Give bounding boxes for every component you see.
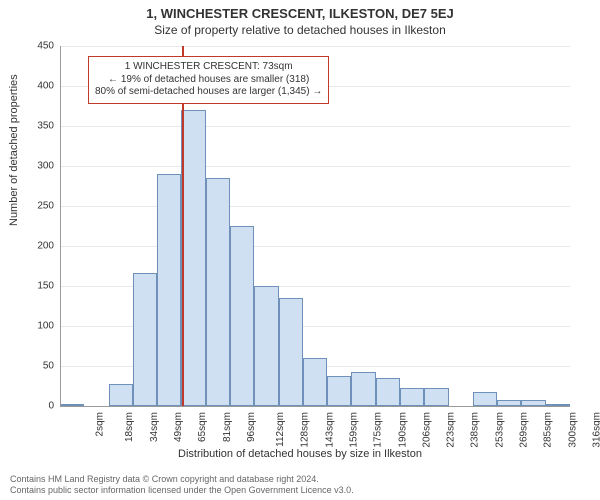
y-tick-label: 300	[14, 161, 54, 172]
grid-line	[60, 166, 570, 167]
x-tick-label: 143sqm	[324, 412, 335, 448]
x-tick-label: 206sqm	[421, 412, 432, 448]
x-tick-label: 300sqm	[567, 412, 578, 448]
x-tick-label: 2sqm	[95, 412, 106, 436]
y-tick-label: 150	[14, 281, 54, 292]
annotation-box: 1 WINCHESTER CRESCENT: 73sqm← 19% of det…	[88, 56, 329, 104]
histogram-bar	[133, 273, 157, 406]
histogram-bar	[181, 110, 205, 406]
x-tick-label: 223sqm	[446, 412, 457, 448]
annotation-line: 80% of semi-detached houses are larger (…	[95, 86, 322, 99]
histogram-bar	[206, 178, 230, 406]
x-tick-label: 269sqm	[519, 412, 530, 448]
x-tick-label: 128sqm	[300, 412, 311, 448]
x-tick-label: 238sqm	[470, 412, 481, 448]
y-tick-label: 350	[14, 121, 54, 132]
y-tick-label: 400	[14, 81, 54, 92]
histogram-bar	[327, 376, 351, 406]
x-tick-label: 190sqm	[397, 412, 408, 448]
x-tick-label: 34sqm	[149, 412, 160, 442]
histogram-bar	[473, 392, 497, 406]
grid-line	[60, 246, 570, 247]
x-tick-label: 96sqm	[246, 412, 257, 442]
x-tick-label: 159sqm	[349, 412, 360, 448]
page-subtitle: Size of property relative to detached ho…	[0, 21, 600, 37]
y-tick-label: 450	[14, 41, 54, 52]
footer-line-1: Contains HM Land Registry data © Crown c…	[10, 474, 354, 485]
histogram-bar	[351, 372, 375, 406]
histogram-bar	[109, 384, 133, 406]
histogram-bar	[230, 226, 254, 406]
x-tick-label: 81sqm	[222, 412, 233, 442]
chart-container: 1, WINCHESTER CRESCENT, ILKESTON, DE7 5E…	[0, 0, 600, 500]
x-axis-line	[60, 406, 570, 407]
grid-line	[60, 206, 570, 207]
x-tick-label: 112sqm	[275, 412, 286, 447]
x-tick-label: 316sqm	[591, 412, 600, 448]
histogram-bar	[424, 388, 448, 406]
x-tick-label: 175sqm	[373, 412, 384, 448]
plot-area: 0501001502002503003504004502sqm18sqm34sq…	[60, 46, 570, 406]
histogram-bar	[400, 388, 424, 406]
annotation-line: 1 WINCHESTER CRESCENT: 73sqm	[95, 61, 322, 74]
grid-line	[60, 126, 570, 127]
y-tick-label: 100	[14, 321, 54, 332]
histogram-bar	[376, 378, 400, 406]
y-tick-label: 250	[14, 201, 54, 212]
annotation-line: ← 19% of detached houses are smaller (31…	[95, 74, 322, 87]
y-tick-label: 200	[14, 241, 54, 252]
x-tick-label: 18sqm	[124, 412, 135, 442]
x-tick-label: 49sqm	[173, 412, 184, 442]
histogram-bar	[157, 174, 181, 406]
y-tick-label: 50	[14, 361, 54, 372]
x-tick-label: 65sqm	[197, 412, 208, 442]
grid-line	[60, 46, 570, 47]
y-tick-label: 0	[14, 401, 54, 412]
footer-line-2: Contains public sector information licen…	[10, 485, 354, 496]
page-title: 1, WINCHESTER CRESCENT, ILKESTON, DE7 5E…	[0, 0, 600, 21]
histogram-bar	[279, 298, 303, 406]
y-axis-line	[60, 46, 61, 406]
x-axis-label: Distribution of detached houses by size …	[0, 448, 600, 460]
x-tick-label: 285sqm	[543, 412, 554, 448]
histogram-bar	[254, 286, 278, 406]
histogram-bar	[303, 358, 327, 406]
x-tick-label: 253sqm	[494, 412, 505, 448]
footer-attribution: Contains HM Land Registry data © Crown c…	[10, 474, 354, 496]
